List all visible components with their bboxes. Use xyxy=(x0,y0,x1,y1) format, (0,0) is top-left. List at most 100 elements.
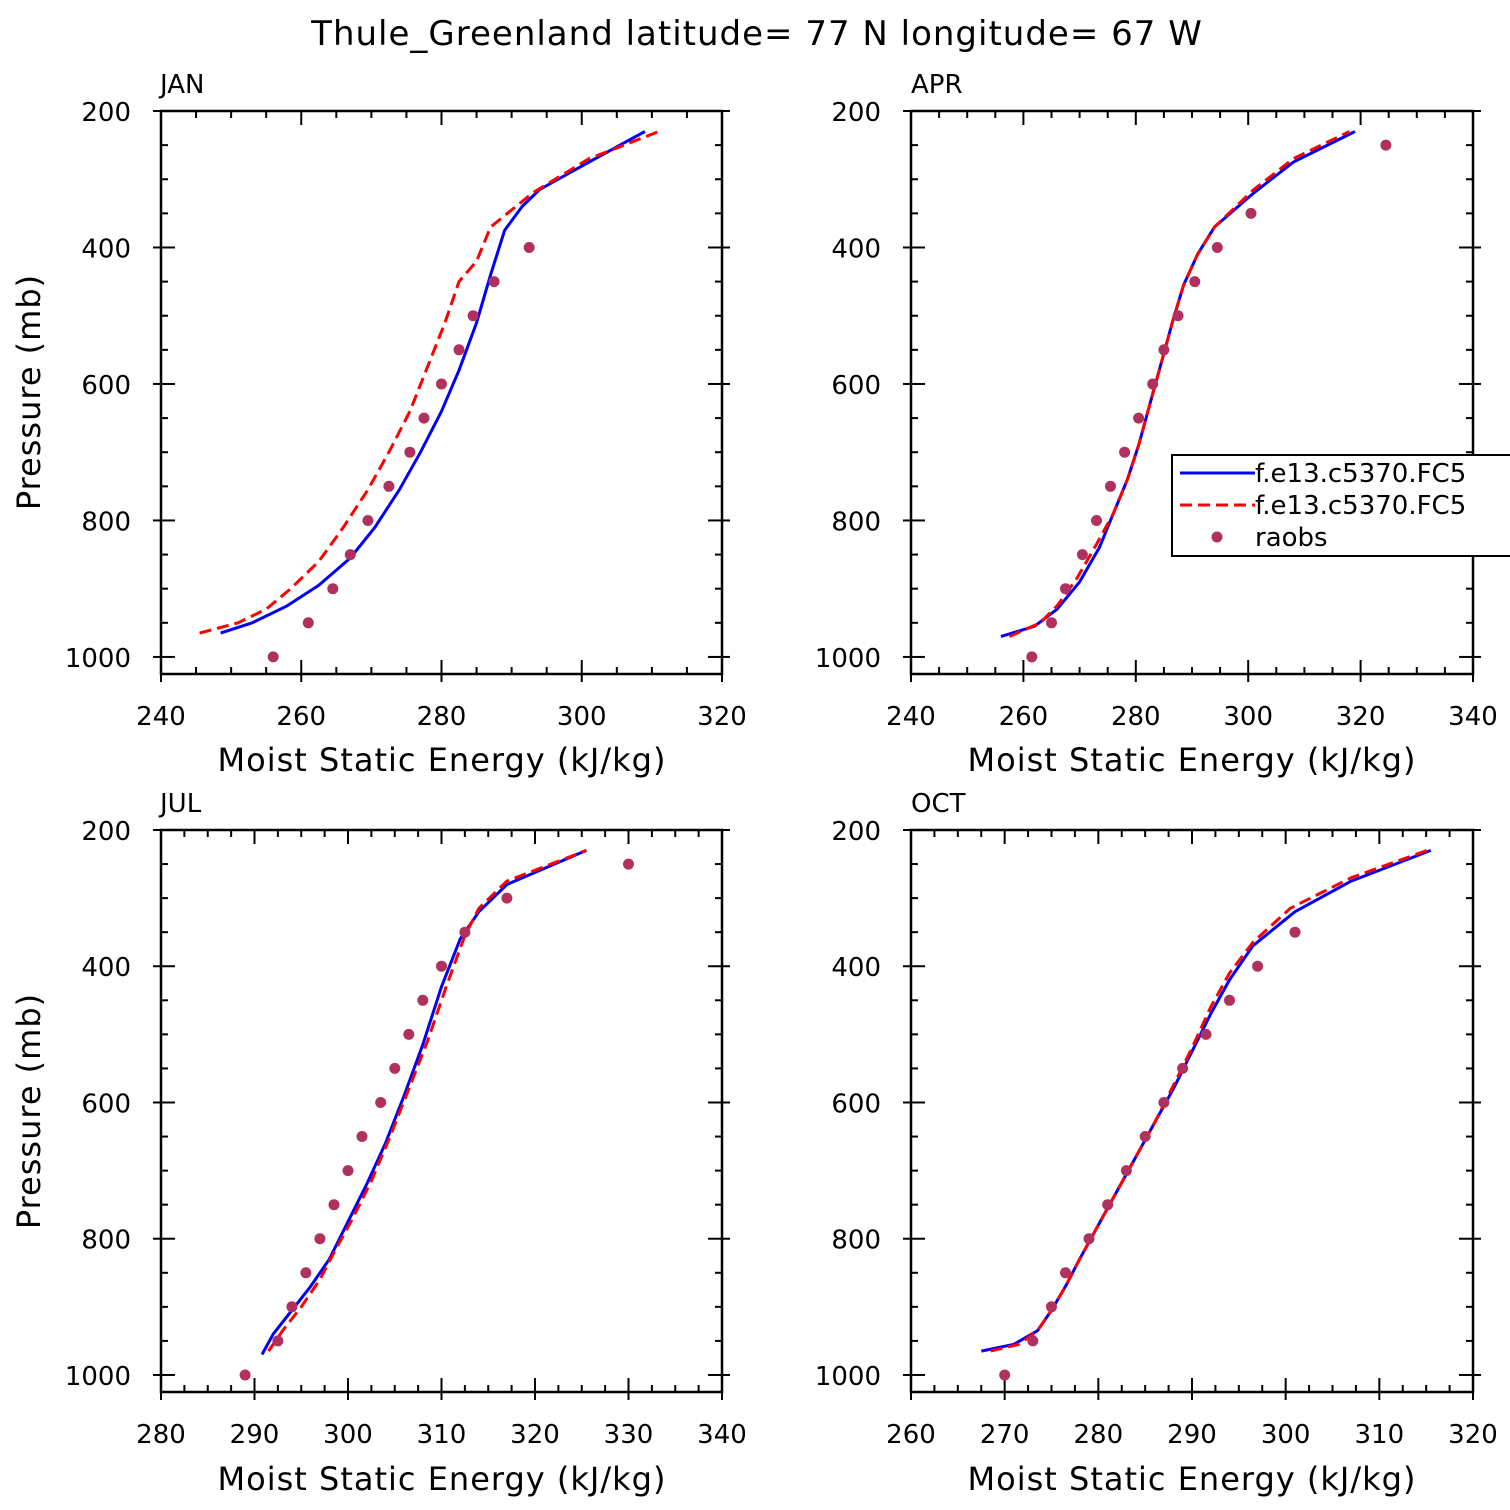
panel-jan: JAN Moist Static Energy (kJ/kg) Pressure… xyxy=(10,70,747,779)
x-tick-label: 320 xyxy=(1448,1420,1498,1450)
series-line-solid xyxy=(260,849,587,1356)
raobs-point xyxy=(272,1335,284,1347)
y-tick-label: 600 xyxy=(831,1089,881,1119)
y-tick-label: 1000 xyxy=(65,1362,131,1392)
raobs-point xyxy=(286,1301,298,1313)
panel-label-oct: OCT xyxy=(911,789,966,819)
x-tick-label: 280 xyxy=(1111,702,1161,732)
raobs-point xyxy=(1380,139,1392,151)
raobs-point xyxy=(1139,1131,1151,1142)
raobs-point xyxy=(501,892,513,904)
raobs-point xyxy=(453,344,465,356)
raobs-point xyxy=(389,1062,401,1074)
panel-label-jan: JAN xyxy=(158,70,204,100)
x-tick-label: 320 xyxy=(510,1420,560,1450)
legend: f.e13.c5370.FC5 f.e13.c5370.FC5 raobs xyxy=(1171,454,1510,557)
x-axis-label-jan: Moist Static Energy (kJ/kg) xyxy=(218,741,667,779)
y-tick-label: 1000 xyxy=(65,644,131,674)
x-tick-label: 310 xyxy=(1355,1420,1405,1450)
raobs-point xyxy=(383,480,395,492)
x-tick-label: 270 xyxy=(980,1420,1030,1450)
x-tick-label: 260 xyxy=(886,1420,936,1450)
raobs-point xyxy=(1102,1199,1114,1211)
raobs-point xyxy=(436,378,447,390)
x-tick-label: 300 xyxy=(1261,1420,1311,1450)
x-tick-label: 260 xyxy=(999,702,1049,732)
raobs-point xyxy=(1245,207,1257,219)
raobs-point xyxy=(1224,994,1235,1006)
legend-label-model1: f.e13.c5370.FC5 xyxy=(1255,459,1466,489)
raobs-point xyxy=(1177,1062,1189,1074)
raobs-point xyxy=(404,446,416,458)
raobs-point xyxy=(1200,1028,1212,1040)
raobs-point xyxy=(1076,549,1088,561)
raobs-point xyxy=(1252,960,1264,972)
y-tick-label: 400 xyxy=(831,953,881,983)
raobs-point xyxy=(267,651,279,663)
raobs-point xyxy=(327,583,339,595)
raobs-point xyxy=(1120,1165,1132,1177)
x-tick-label: 240 xyxy=(886,702,936,732)
y-tick-label: 800 xyxy=(81,1226,131,1256)
raobs-point xyxy=(999,1369,1011,1381)
series-line-dashed xyxy=(199,130,660,635)
raobs-point xyxy=(1147,378,1159,390)
y-tick-label: 600 xyxy=(831,371,881,401)
raobs-point xyxy=(1060,583,1071,595)
raobs-point xyxy=(436,960,447,972)
y-tick-label: 600 xyxy=(81,1089,131,1119)
panel-label-apr: APR xyxy=(911,70,963,100)
raobs-point xyxy=(342,1165,354,1177)
y-tick-label: 200 xyxy=(81,817,131,847)
raobs-point xyxy=(403,1028,415,1040)
raobs-point xyxy=(1091,515,1102,526)
x-tick-label: 300 xyxy=(557,702,607,732)
y-tick-label: 800 xyxy=(831,507,881,537)
legend-label-raobs: raobs xyxy=(1255,523,1328,553)
plot-frame-jul xyxy=(159,828,724,1394)
raobs-point xyxy=(344,549,356,561)
x-tick-label: 310 xyxy=(417,1420,467,1450)
panel-jul: JUL Moist Static Energy (kJ/kg) Pressure… xyxy=(10,789,747,1498)
raobs-point xyxy=(1046,617,1057,629)
series-line-solid xyxy=(980,849,1432,1353)
y-tick-label: 1000 xyxy=(815,1362,881,1392)
x-tick-label: 290 xyxy=(1167,1420,1217,1450)
y-axis-label-jan: Pressure (mb) xyxy=(10,274,48,510)
x-tick-label: 240 xyxy=(136,702,186,732)
raobs-point xyxy=(1133,412,1145,424)
x-tick-label: 280 xyxy=(136,1420,186,1450)
raobs-point xyxy=(1289,926,1301,938)
raobs-point xyxy=(1060,1267,1071,1279)
raobs-point xyxy=(328,1199,340,1211)
raobs-point xyxy=(623,858,634,870)
y-tick-label: 600 xyxy=(81,371,131,401)
series-line-dashed xyxy=(1008,130,1351,638)
plot-frame-jan xyxy=(159,109,724,676)
raobs-point xyxy=(302,617,314,629)
x-axis-label-jul: Moist Static Energy (kJ/kg) xyxy=(218,1460,667,1498)
panel-oct: OCT Moist Static Energy (kJ/kg) 260 270 28… xyxy=(815,789,1498,1498)
series-line-solid xyxy=(220,130,646,635)
raobs-point xyxy=(375,1097,387,1108)
raobs-point xyxy=(1105,480,1116,492)
plot-frame-apr xyxy=(909,109,1475,676)
y-tick-label: 800 xyxy=(81,507,131,537)
x-tick-label: 260 xyxy=(276,702,326,732)
x-tick-label: 340 xyxy=(1448,702,1498,732)
x-tick-label: 280 xyxy=(1074,1420,1124,1450)
raobs-point xyxy=(1119,446,1131,458)
x-tick-label: 300 xyxy=(1223,702,1273,732)
raobs-point xyxy=(1046,1301,1057,1313)
y-tick-label: 400 xyxy=(81,953,131,983)
figure-title: Thule_Greenland latitude= 77 N longitude… xyxy=(310,14,1203,54)
y-axis-label-jul: Pressure (mb) xyxy=(10,993,48,1229)
series-line-solid xyxy=(1000,130,1356,638)
y-tick-label: 400 xyxy=(81,234,131,264)
raobs-point xyxy=(314,1233,326,1245)
raobs-point xyxy=(1211,242,1223,253)
x-tick-label: 300 xyxy=(323,1420,373,1450)
x-tick-label: 320 xyxy=(1336,702,1386,732)
y-tick-label: 200 xyxy=(81,98,131,128)
y-tick-label: 200 xyxy=(831,817,881,847)
